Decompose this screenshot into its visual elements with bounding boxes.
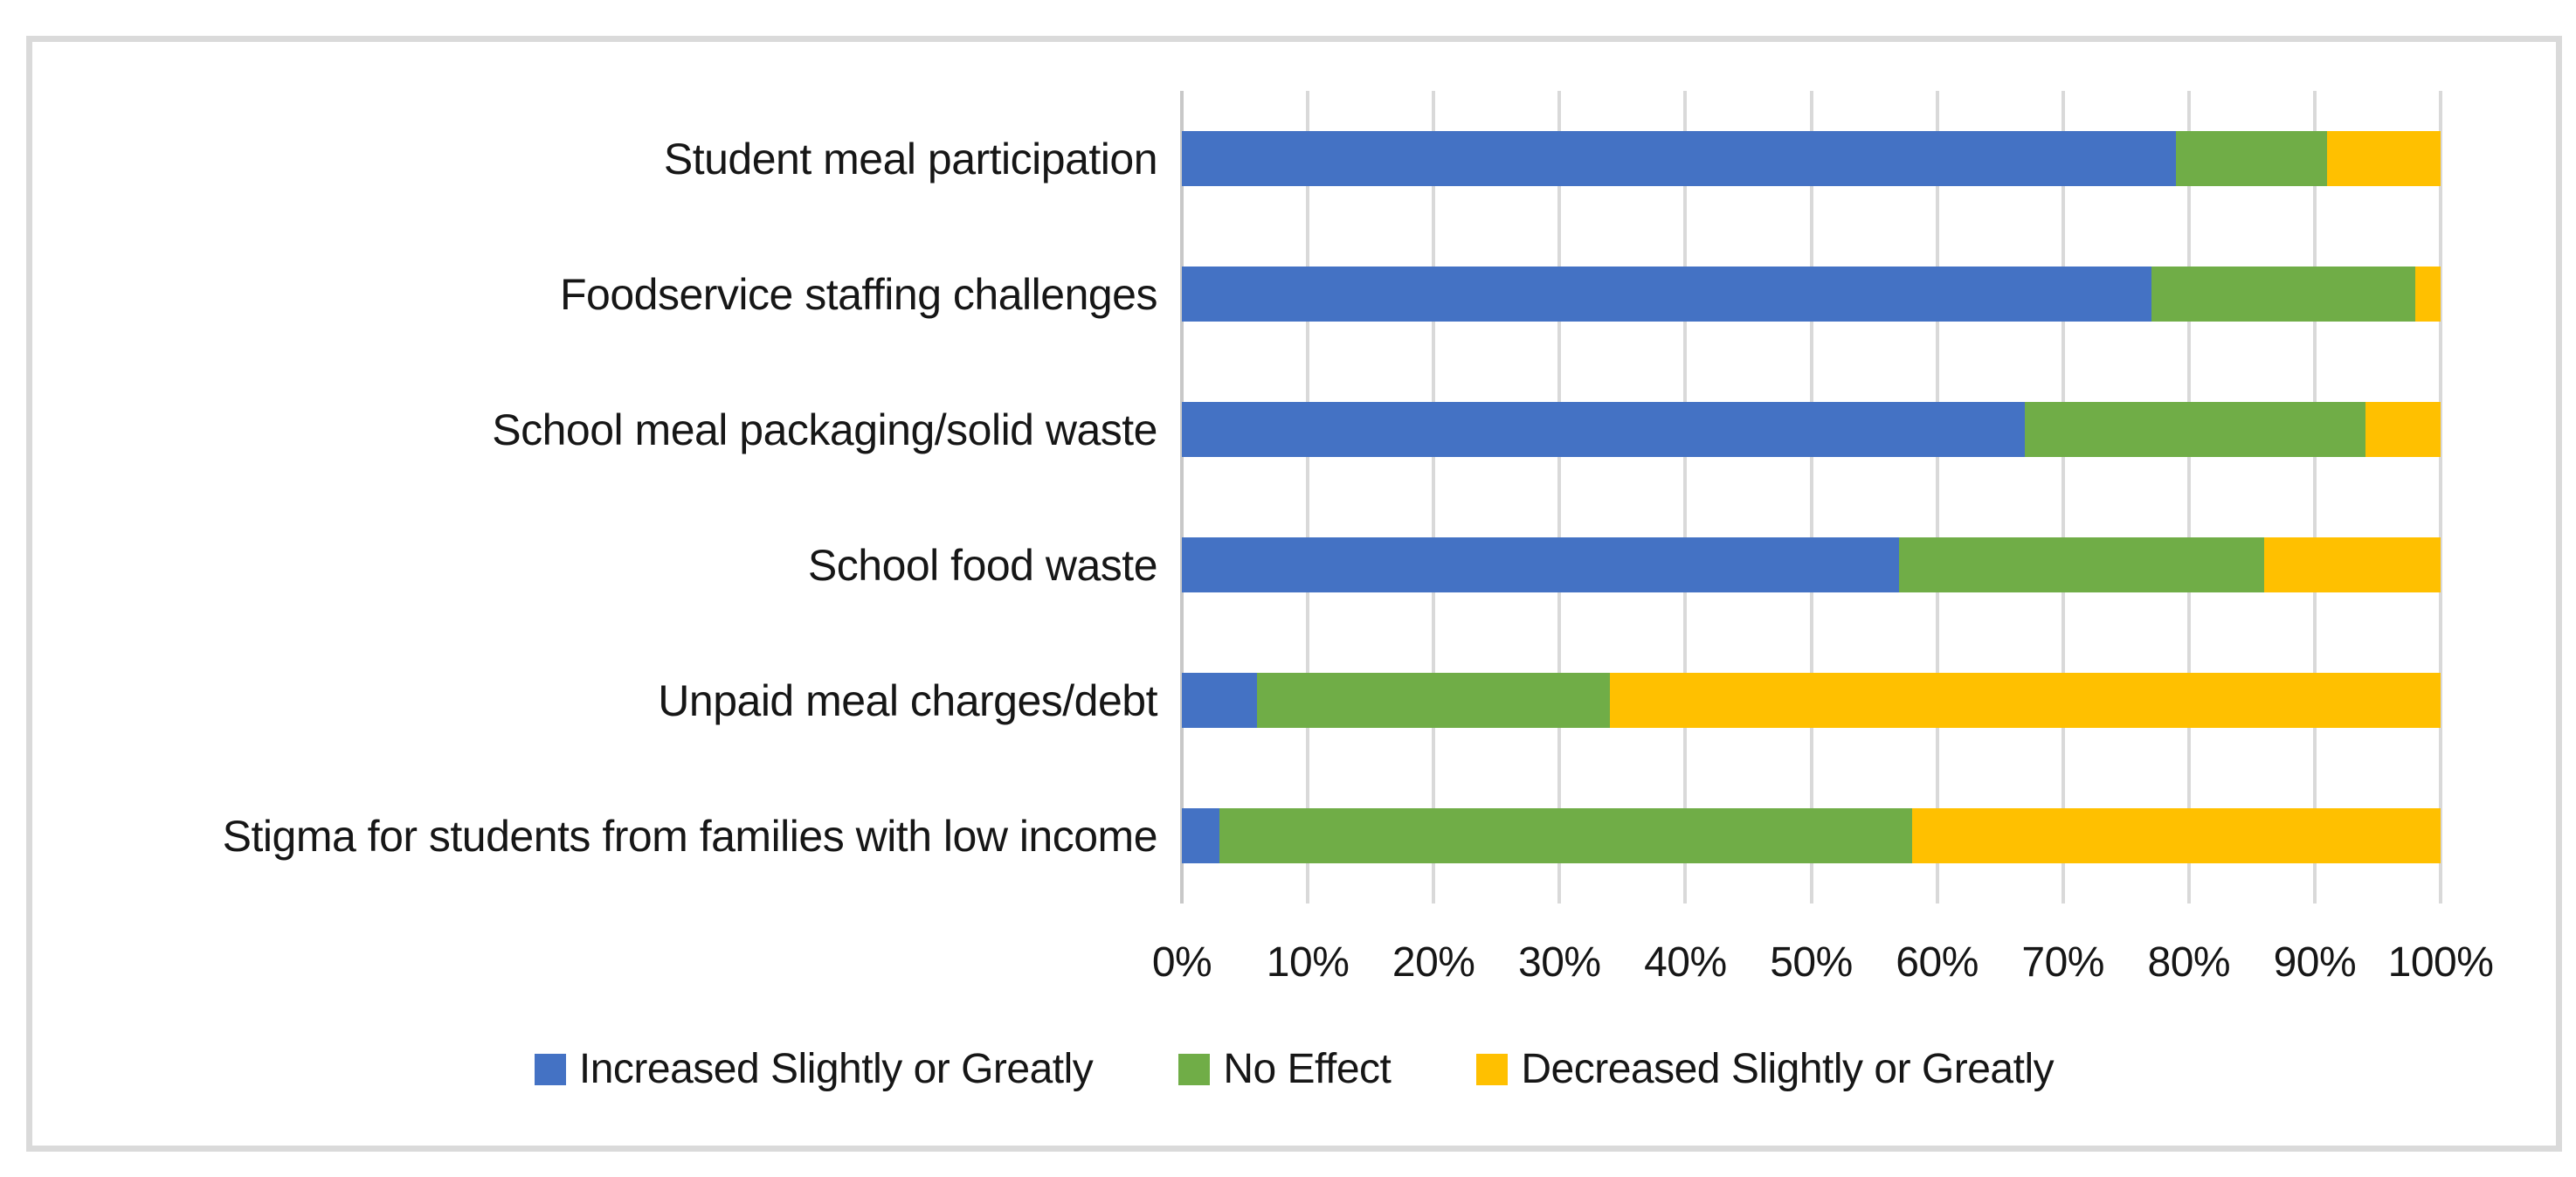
legend-swatch [1476, 1053, 1509, 1085]
gridline-60 [1935, 91, 1939, 904]
category-axis-labels: Student meal participation Foodservice st… [32, 91, 1158, 904]
gridline-10 [1306, 91, 1310, 904]
x-axis-tick-labels: 0% 10% 20% 30% 40% 50% 60% 70% 80% 90% 100% [1152, 938, 2494, 991]
category-label: Student meal participation [663, 134, 1158, 183]
x-tick-label: 60% [1896, 939, 1979, 986]
bar-segment [2365, 402, 2441, 457]
x-tick-label: 70% [2021, 939, 2104, 986]
bar-segment [1182, 267, 2151, 322]
chart-frame: Student meal participation Foodservice st… [26, 36, 2562, 1152]
x-tick-label: 40% [1644, 939, 1727, 986]
bar-segment [1182, 808, 1220, 863]
x-tick-label: 0% [1151, 939, 1212, 986]
plot-area [1180, 91, 2442, 904]
gridline-100 [2439, 91, 2442, 904]
bar-segment [1182, 673, 1258, 728]
bar-rows [1182, 91, 2441, 904]
bar-row [1182, 362, 2441, 497]
bar-segment [1609, 673, 2441, 728]
category-label: School meal packaging/solid waste [492, 405, 1157, 454]
x-tick-label: 100% [2387, 939, 2494, 986]
bar-segment [2025, 402, 2365, 457]
x-tick-label: 10% [1266, 939, 1350, 986]
stacked-bar [1182, 808, 2441, 863]
gridline-50 [1809, 91, 1813, 904]
category-label: Unpaid meal charges/debt [658, 675, 1157, 725]
bar-row [1182, 91, 2441, 226]
bar-segment [1899, 537, 2265, 592]
legend-item: Decreased Slightly or Greatly [1476, 1045, 2055, 1093]
bar-segment [1182, 402, 2026, 457]
legend-item: Increased Slightly or Greatly [534, 1045, 1094, 1093]
stacked-bar [1182, 131, 2441, 186]
x-tick-label: 50% [1770, 939, 1853, 986]
bar-segment [1182, 131, 2177, 186]
gridline-20 [1432, 91, 1436, 904]
legend-swatch [534, 1053, 566, 1085]
bar-segment [1911, 808, 2441, 863]
legend-label: Decreased Slightly or Greatly [1521, 1046, 2055, 1092]
bar-segment [2327, 131, 2441, 186]
bar-segment [2415, 267, 2441, 322]
category-label: Stigma for students from families with l… [222, 811, 1158, 861]
x-tick-label: 90% [2273, 939, 2357, 986]
legend-label: Increased Slightly or Greatly [578, 1046, 1094, 1092]
bar-row [1182, 633, 2441, 768]
bar-row [1182, 226, 2441, 362]
legend: Increased Slightly or Greatly No Effect De… [32, 1045, 2556, 1093]
stacked-bar [1182, 673, 2441, 728]
bar-segment [1182, 537, 1900, 592]
gridline-90 [2312, 91, 2317, 904]
gridline-30 [1557, 91, 1562, 904]
gridline-70 [2061, 91, 2065, 904]
legend-swatch [1178, 1053, 1211, 1085]
gridline-80 [2186, 91, 2191, 904]
x-tick-label: 80% [2147, 939, 2231, 986]
legend-label: No Effect [1223, 1046, 1392, 1092]
stacked-bar [1182, 402, 2441, 457]
gridline-40 [1683, 91, 1688, 904]
y-axis-line [1180, 91, 1184, 904]
bar-row [1182, 768, 2441, 904]
bar-segment [1219, 808, 1912, 863]
x-tick-label: 30% [1518, 939, 1601, 986]
category-label: School food waste [807, 540, 1158, 590]
bar-row [1182, 497, 2441, 633]
stacked-bar [1182, 537, 2441, 592]
x-tick-label: 20% [1392, 939, 1475, 986]
stacked-bar [1182, 267, 2441, 322]
legend-item: No Effect [1178, 1045, 1392, 1093]
bar-segment [2176, 131, 2328, 186]
category-label: Foodservice staffing challenges [560, 269, 1158, 319]
bar-segment [1257, 673, 1610, 728]
bar-segment [2151, 267, 2416, 322]
bar-segment [2264, 537, 2441, 592]
